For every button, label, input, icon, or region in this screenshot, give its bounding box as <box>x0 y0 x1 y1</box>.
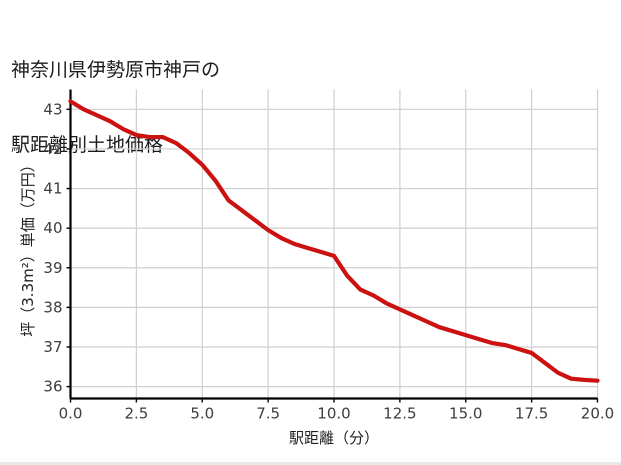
x-tick-label: 0.0 <box>59 405 83 423</box>
x-tick-label: 15.0 <box>449 405 482 423</box>
chart-title-line-1: 神奈川県伊勢原市神戸の <box>11 59 221 81</box>
x-tick-label: 10.0 <box>317 405 350 423</box>
y-tick-label: 43 <box>43 100 62 118</box>
y-tick-label: 40 <box>43 219 62 237</box>
axis-ticks <box>66 108 599 403</box>
x-tick-label: 5.0 <box>190 405 214 423</box>
y-tick-label: 42 <box>43 140 62 158</box>
x-tick-label: 20.0 <box>581 405 614 423</box>
data-series-line <box>68 99 600 383</box>
y-axis-title: 坪（3.3m²）単価（万円） <box>19 157 37 336</box>
x-tick-label: 2.5 <box>124 405 148 423</box>
y-tick-label: 36 <box>43 378 62 396</box>
window-bottom-edge <box>0 462 621 465</box>
y-tick-label: 41 <box>43 180 62 198</box>
y-axis-tick-labels: 36 37 38 39 40 41 42 43 <box>43 100 62 395</box>
series-polyline <box>68 99 600 383</box>
x-tick-label: 7.5 <box>256 405 280 423</box>
x-tick-label: 12.5 <box>383 405 416 423</box>
y-tick-label: 39 <box>43 259 62 277</box>
x-axis-title: 駅距離（分） <box>289 429 379 447</box>
y-tick-label: 37 <box>43 338 62 356</box>
x-tick-label: 17.5 <box>515 405 548 423</box>
x-axis-tick-labels: 0.0 2.5 5.0 7.5 10.0 12.5 15.0 17.5 20.0 <box>59 405 615 423</box>
chart-title-line-2: 駅距離別土地価格 <box>11 134 164 156</box>
chart-title: 神奈川県伊勢原市神戸の 駅距離別土地価格 <box>11 8 220 208</box>
y-tick-label: 38 <box>43 298 62 316</box>
